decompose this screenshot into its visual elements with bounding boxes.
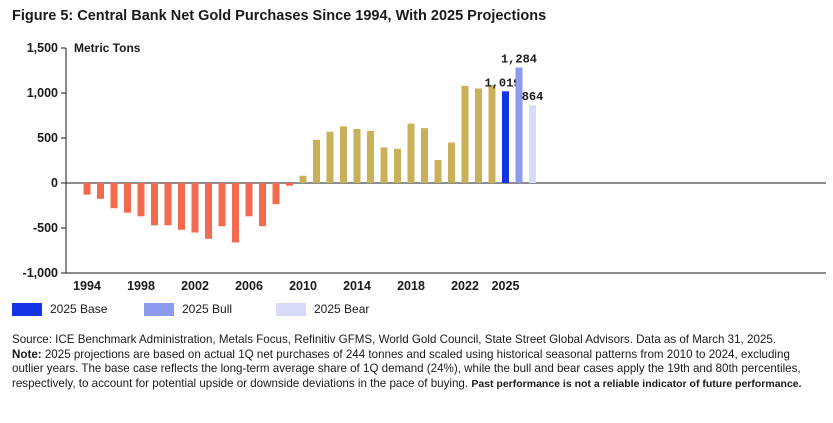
legend-swatch-base [12,302,42,316]
x-tick-label: 2002 [181,279,209,293]
bar-2022 [461,85,469,183]
bar-2002 [191,183,199,233]
bar-2010 [299,175,307,183]
y-tick-label: 500 [37,131,58,145]
figure-title: Figure 5: Central Bank Net Gold Purchase… [12,8,547,24]
x-tick-label: 2018 [397,279,425,293]
bar-2008 [272,183,280,205]
bar-2003 [205,183,212,239]
bar-2015 [367,130,374,183]
y-tick-label: 1,500 [27,41,58,55]
projection-bar-bear [529,105,536,183]
bar-chart: -1,000 -500 0 500 1,000 1,500 Metric Tons 1,019… [23,41,826,293]
legend-item-bear: 2025 Bear [276,302,408,316]
bar-2006 [245,183,253,217]
legend-label-bull: 2025 Bull [182,302,233,316]
bar-1994 [83,183,91,195]
legend: 2025 Base 2025 Bull 2025 Bear [12,302,408,316]
bar-2019 [421,128,428,183]
bar-2020 [434,160,442,183]
legend-swatch-bull [144,302,174,316]
bar-2012 [326,131,334,183]
bar-1995 [97,183,104,199]
footnote: Source: ICE Benchmark Administration, Me… [12,333,824,391]
x-tick-label: 2025 [492,279,520,293]
bar-1998 [137,183,145,217]
bar-2001 [178,183,185,230]
bar-2017 [394,148,401,183]
projection-bar-base [502,91,509,183]
legend-label-bear: 2025 Bear [314,302,370,316]
x-tick-label: 2006 [235,279,263,293]
note-label: Note: [12,347,42,361]
bar-2021 [448,142,455,183]
bar-2023 [475,88,482,183]
legend-swatch-bear [276,302,306,316]
x-tick-label: 2010 [289,279,317,293]
bar-2011 [313,139,320,183]
y-tick-label: -1,000 [23,266,58,280]
bar-2013 [340,126,347,183]
bar-1997 [124,183,131,213]
y-axis-title: Metric Tons [74,41,141,55]
bar-2016 [380,147,388,183]
bar-2000 [164,183,172,226]
bar-2009 [286,183,293,186]
projection-bar-bull [515,67,523,183]
projection-bar-base-label: 1,019 [484,76,520,90]
bar-2007 [259,183,266,227]
projection-bar-bull-label: 1,284 [501,52,537,66]
source-text: Source: ICE Benchmark Administration, Me… [12,333,777,346]
bar-1999 [151,183,158,226]
legend-item-base: 2025 Base [12,302,144,316]
legend-label-base: 2025 Base [50,302,108,316]
bar-2024 [488,85,496,183]
bar-2005 [232,183,239,243]
x-tick-label: 1994 [73,279,101,293]
bar-1996 [110,183,118,209]
bar-2014 [353,129,361,183]
bar-2004 [218,183,226,227]
y-tick-label: 0 [51,176,58,190]
y-tick-label: -500 [33,221,58,235]
note-text: 2025 projections are based on actual 1Q … [12,347,801,390]
bar-2018 [407,123,415,183]
projection-bar-bear-label: 864 [522,90,544,104]
disclaimer-text: Past performance is not a reliable indic… [471,377,802,390]
y-tick-label: 1,000 [27,86,58,100]
x-tick-label: 2014 [343,279,371,293]
x-tick-label: 1998 [127,279,155,293]
x-tick-label: 2022 [451,279,479,293]
legend-item-bull: 2025 Bull [144,302,276,316]
